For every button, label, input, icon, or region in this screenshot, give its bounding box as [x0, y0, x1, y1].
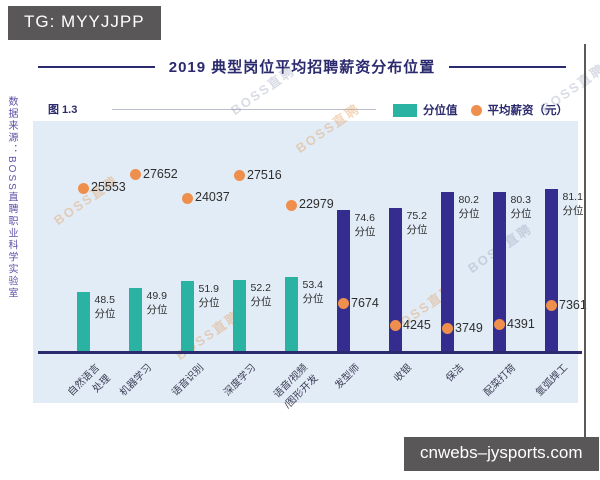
salary-value-label: 7361 [559, 297, 587, 312]
salary-dot [545, 300, 557, 312]
chart-title: 2019 典型岗位平均招聘薪资分布位置 [168, 59, 436, 76]
percentile-value-label: 75.2 分位 [406, 209, 428, 236]
percentile-value-label: 51.9 分位 [198, 283, 220, 310]
salary-dot [337, 298, 349, 310]
salary-dot-icon [470, 104, 482, 116]
percentile-value-label: 80.2 分位 [458, 193, 480, 220]
salary-value-label: 25553 [91, 180, 126, 195]
percentile-value-label: 52.2 分位 [250, 282, 272, 309]
salary-dot [493, 319, 505, 331]
percentile-bar [388, 207, 402, 353]
title-row: 2019 典型岗位平均招聘薪资分布位置 [38, 56, 567, 77]
percentile-bar [128, 287, 142, 353]
legend-label: 平均薪资（元） [487, 105, 569, 117]
salary-value-label: 7674 [351, 295, 379, 310]
source-watermark: 数据来源：BOSS直聘职业科学实验室 [6, 96, 17, 300]
salary-dot [285, 199, 297, 211]
salary-value-label: 3749 [455, 320, 483, 335]
salary-dot [181, 192, 193, 204]
salary-value-label: 27652 [143, 166, 178, 181]
percentile-value-label: 53.4 分位 [302, 278, 324, 305]
percentile-bar [284, 276, 298, 353]
tg-banner: TG: MYYJJPP [8, 6, 161, 40]
x-axis-line [38, 351, 582, 354]
figure-rule [112, 109, 376, 110]
legend-item-percentile: 分位值 [393, 102, 458, 118]
title-rule-left [38, 65, 155, 68]
site-banner: cnwebs–jysports.com [404, 437, 599, 471]
percentile-bar [440, 191, 454, 353]
percentile-bar [336, 209, 350, 353]
legend-item-salary: 平均薪资（元） [470, 102, 569, 118]
percentile-value-label: 49.9 分位 [146, 289, 168, 316]
percentile-value-label: 81.1 分位 [562, 190, 584, 218]
plot-area [33, 121, 578, 403]
title-rule-right [449, 65, 567, 68]
right-border-line [584, 44, 586, 437]
percentile-value-label: 74.6 分位 [354, 211, 376, 238]
percentile-bar [76, 292, 90, 353]
legend-label: 分位值 [423, 105, 458, 117]
salary-dot [129, 169, 141, 181]
percentile-bar [232, 280, 246, 353]
salary-value-label: 22979 [299, 197, 334, 211]
chart-legend: 分位值 平均薪资（元） [393, 102, 568, 118]
salary-dot [233, 170, 245, 182]
salary-dot [77, 182, 89, 194]
percentile-bar [492, 191, 506, 353]
salary-dot [441, 323, 453, 335]
salary-value-label: 4391 [507, 316, 535, 331]
percentile-bar [180, 281, 194, 353]
salary-value-label: 27516 [247, 167, 282, 182]
percentile-value-label: 48.5 分位 [94, 294, 116, 321]
salary-value-label: 4245 [403, 317, 431, 332]
figure-label: 图 1.3 [48, 104, 78, 116]
percentile-swatch-icon [393, 103, 417, 117]
percentile-value-label: 80.3 分位 [510, 193, 532, 220]
salary-dot [389, 320, 401, 332]
percentile-bar [544, 188, 558, 353]
salary-value-label: 24037 [195, 190, 230, 205]
